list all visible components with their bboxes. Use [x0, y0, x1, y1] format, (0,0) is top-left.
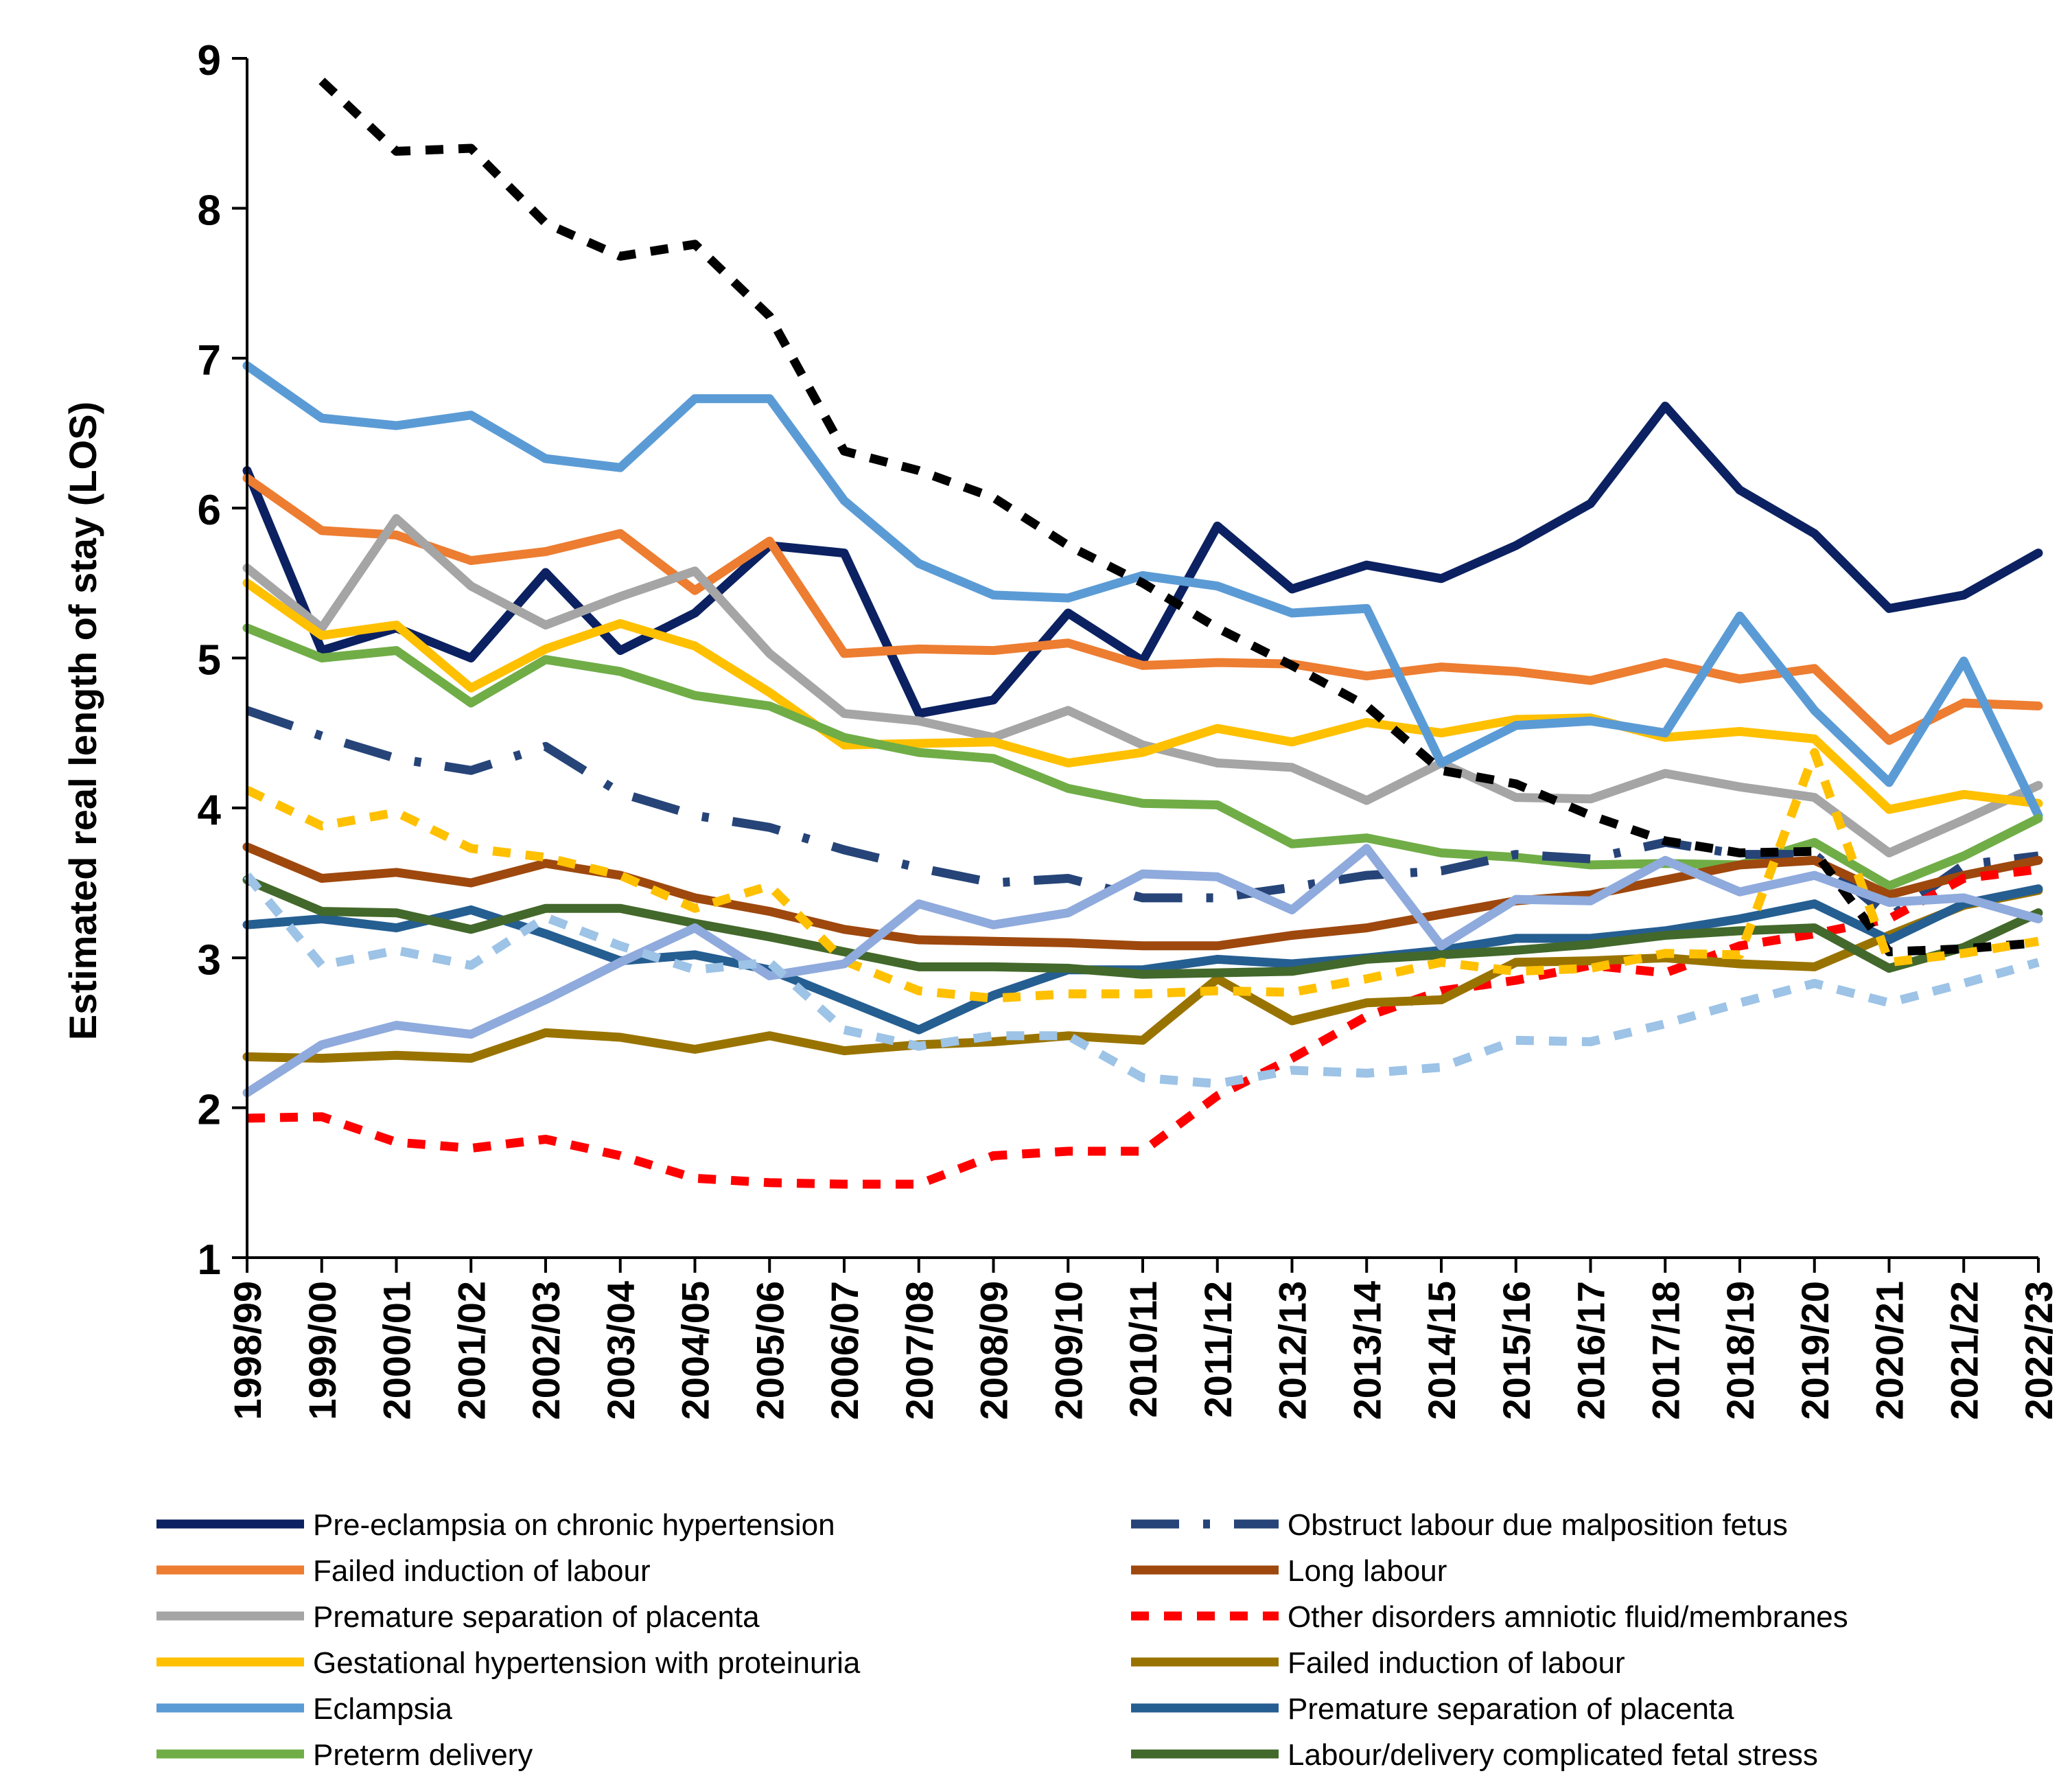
x-tick-label: 2015/16	[1495, 1281, 1538, 1420]
x-tick-label: 2021/22	[1942, 1281, 1986, 1420]
axes-group: 1 2 3 4 5 6 7 8 9 1998/99 1999/00 2000/01 2001/02 200…	[198, 37, 2060, 1420]
y-tick-label: 3	[198, 936, 221, 984]
legend-label: Premature separation of placenta	[1288, 1692, 1734, 1726]
x-tick-label: 2001/02	[450, 1281, 493, 1420]
legend: Pre-eclampsia on chronic hypertension Fai…	[156, 1508, 1848, 1772]
x-tick-label: 2006/07	[823, 1281, 866, 1420]
x-tick-label: 2003/04	[599, 1281, 642, 1420]
series-line-15	[243, 872, 2040, 1089]
series-line-12	[318, 78, 2039, 956]
series-line-14	[242, 844, 2043, 1098]
x-tick-label: 2008/09	[973, 1281, 1016, 1420]
x-tick-label: 2004/05	[674, 1281, 717, 1420]
y-tick-label: 1	[198, 1236, 221, 1284]
x-tick-label: 2013/14	[1345, 1281, 1388, 1420]
y-tick-label: 4	[198, 787, 222, 834]
x-tick-label: 2009/10	[1047, 1281, 1090, 1420]
y-tick-label: 5	[198, 637, 221, 684]
legend-label: Obstruct labour due malposition fetus	[1288, 1508, 1788, 1542]
y-tick-label: 8	[198, 187, 221, 234]
x-tick-label: 2010/11	[1121, 1281, 1165, 1418]
legend-label: Pre-eclampsia on chronic hypertension	[313, 1508, 835, 1542]
x-tick-label: 2014/15	[1420, 1281, 1463, 1420]
y-tick-label: 2	[198, 1087, 221, 1134]
plot-series-group	[242, 78, 2043, 1189]
series-line-2	[242, 513, 2043, 857]
x-tick-label: 2022/23	[2017, 1281, 2060, 1420]
series-line-10	[242, 884, 2043, 1035]
y-tick-label: 7	[198, 337, 221, 384]
series-line-9	[242, 886, 2043, 1063]
x-tick-label: 2018/19	[1719, 1281, 1762, 1420]
legend-label: Premature separation of placenta	[313, 1600, 760, 1634]
legend-label: Eclampsia	[313, 1692, 452, 1726]
y-axis-title: Estimated real length of stay (LOS)	[61, 402, 104, 1040]
legend-label: Gestational hypertension with proteinuri…	[313, 1646, 861, 1680]
x-tick-label: 2020/21	[1868, 1281, 1911, 1420]
y-tick-label: 9	[198, 37, 221, 84]
x-tick-label: 2000/01	[375, 1281, 419, 1420]
x-tick-label: 2002/03	[524, 1281, 568, 1420]
series-line-13	[245, 748, 2040, 1003]
legend-label: Labour/delivery complicated fetal stress	[1288, 1738, 1818, 1772]
x-tick-label: 2005/06	[748, 1281, 791, 1420]
series-line-6	[245, 706, 2039, 922]
x-tick-label: 2017/18	[1644, 1281, 1687, 1420]
legend-label: Failed induction of labour	[313, 1554, 651, 1588]
series-line-4	[242, 361, 2043, 820]
legend-label: Other disorders amniotic fluid/membranes	[1288, 1600, 1848, 1634]
x-tick-label: 2016/17	[1570, 1281, 1613, 1420]
x-tick-label: 2011/12	[1196, 1281, 1239, 1418]
legend-label: Preterm delivery	[313, 1738, 533, 1772]
series-line-8	[246, 864, 2039, 1189]
x-tick-label: 2012/13	[1271, 1281, 1314, 1420]
series-line-7	[242, 842, 2043, 951]
series-line-3	[242, 578, 2043, 814]
x-tick-label: 1998/99	[226, 1281, 269, 1420]
x-tick-label: 2019/20	[1793, 1281, 1837, 1420]
series-line-11	[242, 875, 2043, 979]
series-line-1	[242, 474, 2043, 746]
x-tick-label: 2007/08	[898, 1281, 941, 1420]
legend-label: Failed induction of labour	[1288, 1646, 1625, 1680]
legend-label: Long labour	[1288, 1554, 1447, 1588]
x-tick-label: 1999/00	[301, 1281, 344, 1420]
y-tick-label: 6	[198, 487, 221, 534]
